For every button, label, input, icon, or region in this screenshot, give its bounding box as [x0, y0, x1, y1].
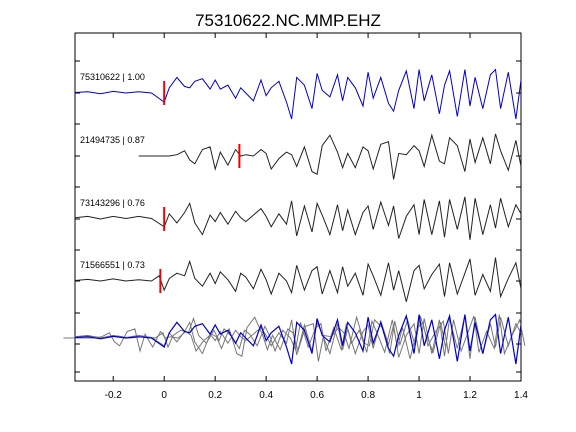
- trace-waveform: [74, 196, 522, 240]
- x-tick-label: 0.6: [310, 390, 324, 401]
- trace-waveform: [138, 133, 522, 180]
- plot-frame: [74, 32, 522, 382]
- x-tick-label: 1.4: [514, 390, 528, 401]
- trace-row: 73143296 | 0.76: [74, 196, 522, 240]
- trace-label: 71566551 | 0.73: [80, 260, 145, 270]
- y-axis-ticks: [75, 60, 521, 373]
- trace-waveform: [74, 68, 522, 120]
- overlay-waveform: [63, 315, 447, 362]
- trace-waveform: [74, 257, 522, 302]
- x-tick-label: 1: [416, 390, 422, 401]
- overlay-reference-waveform: [74, 313, 522, 365]
- x-axis: -0.2 0 0.2 0.4 0.6 0.8 1 1.2 1.4: [105, 33, 528, 401]
- x-tick-label: -0.2: [105, 390, 123, 401]
- x-tick-label: 1.2: [463, 390, 477, 401]
- x-tick-label: 0.2: [208, 390, 222, 401]
- trace-row: 71566551 | 0.73: [74, 257, 522, 302]
- trace-row: 21494735 | 0.87: [80, 133, 522, 180]
- chart-title: 75310622.NC.MMP.EHZ: [195, 11, 381, 30]
- trace-rows: 75310622 | 1.00 21494735 | 0.87 73143296 |…: [74, 68, 522, 302]
- x-tick-label: 0: [161, 390, 167, 401]
- x-tick-label: 0.8: [361, 390, 375, 401]
- x-tick-label: 0.4: [259, 390, 273, 401]
- trace-label: 75310622 | 1.00: [80, 72, 145, 82]
- trace-label: 21494735 | 0.87: [80, 135, 145, 145]
- trace-label: 73143296 | 0.76: [80, 198, 145, 208]
- overlay-row: [63, 313, 526, 365]
- trace-row: 75310622 | 1.00: [74, 68, 522, 120]
